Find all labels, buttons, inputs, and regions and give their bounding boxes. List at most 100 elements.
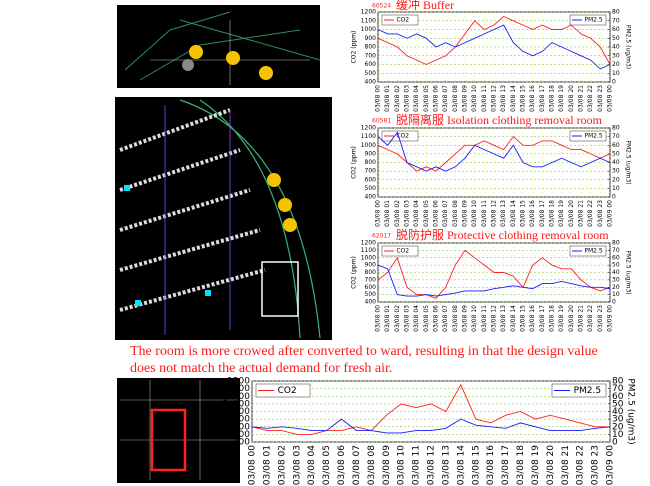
y-tick-label: 500 [365, 70, 377, 77]
y-tick-label: 600 [233, 422, 250, 432]
x-tick-label: 03/08 21 [578, 305, 585, 332]
x-tick-label: 03/08 20 [568, 85, 575, 112]
x-tick-label: 03/08 14 [456, 445, 466, 486]
legend-label: CO2 [396, 133, 409, 140]
x-tick-label: 03/08 16 [529, 305, 536, 332]
x-tick-label: 03/08 08 [367, 445, 377, 486]
y-tick-label: 700 [365, 168, 377, 175]
x-tick-label: 03/08 21 [578, 85, 585, 112]
y2-tick-label: 50 [612, 35, 620, 42]
x-tick-label: 03/08 11 [412, 445, 422, 485]
sensor-id: 60581 [372, 118, 391, 125]
y2-tick-label: 0 [612, 438, 618, 448]
x-tick-label: 03/08 23 [597, 305, 604, 332]
series-line [377, 131, 611, 172]
y-axis-label: CO2 (ppm) [351, 31, 358, 64]
series-line [251, 383, 610, 435]
y2-tick-label: 30 [612, 276, 620, 283]
y2-tick-label: 40 [612, 44, 620, 51]
y-tick-label: 800 [233, 407, 250, 417]
x-tick-label: 03/08 10 [471, 200, 478, 227]
x-tick-label: 03/08 23 [597, 200, 604, 227]
x-tick-label: 03/08 16 [529, 85, 536, 112]
y2-tick-label: 50 [612, 399, 624, 409]
y2-tick-label: 70 [612, 17, 620, 24]
chart-title: 脱防护服 Protective clothing removal room [396, 227, 609, 242]
x-tick-label: 03/08 19 [558, 305, 565, 332]
y2-tick-label: 80 [612, 9, 620, 16]
y2-axis-label: PM2.5 (ug/m3) [626, 378, 636, 444]
x-tick-label: 03/08 19 [531, 445, 541, 486]
x-tick-label: 03/09 00 [607, 85, 614, 112]
x-tick-label: 03/08 10 [397, 445, 407, 486]
y2-tick-label: 50 [612, 262, 620, 269]
y2-tick-label: 20 [612, 422, 624, 432]
y2-tick-label: 0 [612, 299, 616, 306]
y-tick-label: 1000 [361, 254, 376, 261]
floor-plan-middle [115, 97, 332, 340]
y-tick-label: 1000 [361, 26, 376, 33]
x-tick-label: 03/08 09 [382, 445, 392, 486]
y2-tick-label: 20 [612, 61, 620, 68]
y-tick-label: 1000 [361, 142, 376, 149]
x-tick-label: 03/08 17 [539, 200, 546, 227]
x-tick-label: 03/08 07 [442, 200, 449, 227]
y2-axis-label: PM2.5 (ug/m3) [625, 25, 632, 69]
x-tick-label: 03/08 11 [481, 85, 488, 112]
x-tick-label: 03/08 06 [433, 305, 440, 332]
x-tick-label: 03/08 14 [510, 305, 517, 332]
x-tick-label: 03/08 00 [375, 200, 382, 227]
y-tick-label: 400 [365, 299, 377, 306]
x-tick-label: 03/09 00 [607, 305, 614, 332]
y2-tick-label: 80 [612, 240, 620, 247]
legend-label: CO2 [278, 386, 297, 396]
x-tick-label: 03/08 15 [520, 305, 527, 332]
y-axis-label: CO2 (ppm) [351, 256, 358, 289]
y-tick-label: 600 [365, 61, 377, 68]
x-tick-label: 03/08 09 [462, 85, 469, 112]
x-tick-label: 03/08 17 [501, 445, 511, 485]
x-tick-label: 03/08 02 [394, 85, 401, 112]
x-tick-label: 03/08 03 [404, 85, 411, 112]
x-tick-label: 03/08 01 [384, 305, 391, 332]
y2-tick-label: 70 [612, 247, 620, 254]
x-tick-label: 03/08 03 [292, 445, 302, 485]
legend-label: CO2 [396, 17, 409, 24]
legend-box [551, 383, 607, 398]
y2-tick-label: 0 [612, 79, 616, 86]
x-tick-label: 03/08 06 [433, 200, 440, 227]
x-tick-label: 03/08 20 [546, 445, 556, 486]
y-tick-label: 500 [365, 185, 377, 192]
x-tick-label: 03/08 13 [500, 305, 507, 332]
x-tick-label: 03/08 06 [433, 85, 440, 112]
y-tick-label: 800 [365, 44, 377, 51]
x-tick-label: 03/08 21 [578, 200, 585, 227]
y-tick-label: 700 [365, 52, 377, 59]
legend-box [255, 383, 311, 398]
x-tick-label: 03/08 18 [549, 305, 556, 332]
x-tick-label: 03/08 00 [375, 305, 382, 332]
y-tick-label: 600 [365, 284, 377, 291]
y2-tick-label: 70 [612, 384, 624, 394]
y2-tick-label: 80 [612, 377, 624, 387]
y-tick-label: 700 [233, 415, 250, 425]
y-axis-label: CO2 (ppm) [221, 387, 231, 436]
y2-tick-label: 40 [612, 407, 624, 417]
x-tick-label: 03/08 12 [491, 305, 498, 332]
legend-label: PM2.5 [584, 133, 603, 140]
legend-box [569, 14, 607, 26]
y-tick-label: 1100 [361, 17, 376, 24]
sensor-id: 60524 [372, 3, 391, 10]
y2-tick-label: 60 [612, 254, 620, 261]
y-tick-label: 600 [365, 176, 377, 183]
chart-title: 缓冲 Buffer [396, 0, 454, 12]
legend-label: PM2.5 [584, 17, 603, 24]
x-tick-label: 03/08 23 [597, 85, 604, 112]
x-tick-label: 03/08 08 [452, 305, 459, 332]
y2-tick-label: 10 [612, 185, 620, 192]
x-tick-label: 03/08 00 [248, 445, 258, 486]
y-tick-label: 500 [233, 430, 250, 440]
x-tick-label: 03/08 19 [558, 85, 565, 112]
